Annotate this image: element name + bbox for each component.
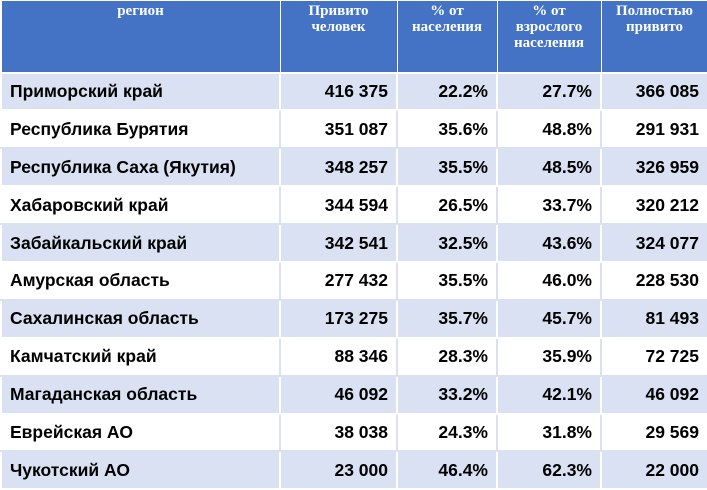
pct-adult-cell: 48.5%	[496, 147, 602, 188]
vaccinated-cell: 416 375	[279, 71, 398, 112]
fully-vaccinated-cell: 326 959	[600, 147, 707, 188]
pct-population-cell: 35.7%	[396, 298, 498, 339]
vaccinated-cell: 342 541	[279, 223, 398, 263]
region-cell: Приморский край	[0, 71, 281, 112]
pct-adult-cell: 62.3%	[496, 450, 602, 490]
region-cell: Республика Бурятия	[0, 109, 281, 150]
pct-population-cell: 24.3%	[396, 412, 498, 453]
pct-population-cell: 33.2%	[396, 374, 498, 415]
fully-vaccinated-cell: 72 725	[600, 336, 707, 377]
vaccinated-cell: 351 087	[279, 109, 398, 150]
fully-vaccinated-cell: 29 569	[600, 412, 707, 453]
pct-adult-cell: 35.9%	[496, 336, 602, 377]
region-cell: Амурская область	[0, 260, 281, 301]
fully-vaccinated-cell: 291 931	[600, 109, 707, 150]
fully-vaccinated-cell: 324 077	[600, 223, 707, 263]
table-row: Камчатский край 88 346 28.3% 35.9% 72 725	[0, 336, 707, 377]
fully-vaccinated-cell: 366 085	[600, 71, 707, 112]
table-row: Амурская область 277 432 35.5% 46.0% 228 530	[0, 260, 707, 301]
table-row: Магаданская область 46 092 33.2% 42.1% 46 09…	[0, 374, 707, 415]
table-row: Сахалинская область 173 275 35.7% 45.7% 81 4…	[0, 298, 707, 339]
pct-population-cell: 26.5%	[396, 185, 498, 226]
header-region: регион	[0, 0, 281, 73]
pct-adult-cell: 42.1%	[496, 374, 602, 415]
pct-population-cell: 46.4%	[396, 450, 498, 490]
table-row: Республика Бурятия 351 087 35.6% 48.8% 291 9…	[0, 109, 707, 150]
fully-vaccinated-cell: 81 493	[600, 298, 707, 339]
pct-population-cell: 22.2%	[396, 71, 498, 112]
region-cell: Сахалинская область	[0, 298, 281, 339]
pct-adult-cell: 48.8%	[496, 109, 602, 150]
table-row: Республика Саха (Якутия) 348 257 35.5% 48.5…	[0, 147, 707, 188]
header-vaccinated: Привито человек	[279, 0, 398, 73]
region-cell: Еврейская АО	[0, 412, 281, 453]
pct-adult-cell: 31.8%	[496, 412, 602, 453]
vaccinated-cell: 173 275	[279, 298, 398, 339]
pct-adult-cell: 43.6%	[496, 223, 602, 263]
table-row: Чукотский АО 23 000 46.4% 62.3% 22 000	[0, 450, 707, 490]
header-pct-adult: % от взрослого населения	[496, 0, 602, 73]
fully-vaccinated-cell: 22 000	[600, 450, 707, 490]
vaccinated-cell: 277 432	[279, 260, 398, 301]
fully-vaccinated-cell: 46 092	[600, 374, 707, 415]
pct-population-cell: 35.5%	[396, 260, 498, 301]
pct-adult-cell: 27.7%	[496, 71, 602, 112]
pct-population-cell: 35.5%	[396, 147, 498, 188]
region-cell: Камчатский край	[0, 336, 281, 377]
table-row: Еврейская АО 38 038 24.3% 31.8% 29 569	[0, 412, 707, 453]
header-row: регион Привито человек % от населения % …	[0, 0, 707, 73]
fully-vaccinated-cell: 320 212	[600, 185, 707, 226]
header-pct-population: % от населения	[396, 0, 498, 73]
pct-population-cell: 35.6%	[396, 109, 498, 150]
header-fully-vaccinated: Полностью привито	[600, 0, 707, 73]
pct-population-cell: 28.3%	[396, 336, 498, 377]
table-row: Приморский край 416 375 22.2% 27.7% 366 085	[0, 71, 707, 112]
table-row: Забайкальский край 342 541 32.5% 43.6% 324 0…	[0, 223, 707, 263]
vaccinated-cell: 38 038	[279, 412, 398, 453]
region-cell: Хабаровский край	[0, 185, 281, 226]
vaccinated-cell: 88 346	[279, 336, 398, 377]
vaccinated-cell: 23 000	[279, 450, 398, 490]
vaccinated-cell: 46 092	[279, 374, 398, 415]
pct-adult-cell: 33.7%	[496, 185, 602, 226]
vaccinated-cell: 344 594	[279, 185, 398, 226]
pct-population-cell: 32.5%	[396, 223, 498, 263]
fully-vaccinated-cell: 228 530	[600, 260, 707, 301]
vaccinated-cell: 348 257	[279, 147, 398, 188]
region-cell: Забайкальский край	[0, 223, 281, 263]
region-cell: Магаданская область	[0, 374, 281, 415]
pct-adult-cell: 46.0%	[496, 260, 602, 301]
region-cell: Республика Саха (Якутия)	[0, 147, 281, 188]
pct-adult-cell: 45.7%	[496, 298, 602, 339]
table-row: Хабаровский край 344 594 26.5% 33.7% 320 212	[0, 185, 707, 226]
region-cell: Чукотский АО	[0, 450, 281, 490]
